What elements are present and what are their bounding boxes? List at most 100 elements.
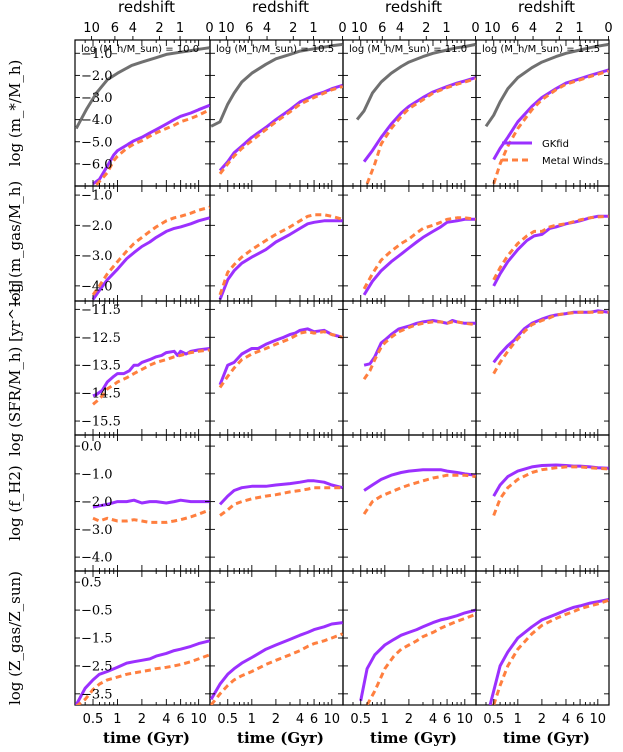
- y-tick-label: −4.0: [81, 113, 113, 128]
- x-tick-label: 4: [296, 712, 304, 727]
- series-gkfid-r0-c2: [362, 76, 476, 163]
- y-tick-label: −2.0: [81, 495, 113, 510]
- y-tick-label: −1.0: [81, 47, 113, 62]
- panel-frame-r4-c1: [209, 570, 344, 706]
- series-metal-winds-r3-c3: [492, 465, 609, 517]
- x-axis-label: time (Gyr): [503, 729, 590, 747]
- series-gray-r0-c3: [484, 42, 609, 128]
- series-metal-winds-r4-c2: [365, 612, 476, 705]
- series-metal-winds-r3-c0: [92, 508, 210, 524]
- x-tick-label: 2: [272, 712, 280, 727]
- series-gray-r0-c1: [210, 42, 343, 128]
- x-tick-label: 4: [429, 712, 437, 727]
- x-tick-label: 1: [514, 712, 522, 727]
- redshift-tick-label: 10: [484, 21, 501, 36]
- y-tick-label: −1.0: [81, 189, 113, 204]
- series-gray-r0-c2: [355, 42, 476, 121]
- y-tick-label: −2.0: [81, 69, 113, 84]
- series-metal-winds-r1-c1: [218, 213, 343, 296]
- y-tick-label: 0.5: [81, 576, 102, 591]
- series-metal-winds-r0-c0: [95, 108, 210, 186]
- panel-halo-mass-label: log (M_h/M_sun) = 11.5: [482, 44, 600, 55]
- series-lines: [75, 42, 609, 705]
- redshift-tick-label: 10: [218, 21, 235, 36]
- x-tick-label: 1: [381, 712, 389, 727]
- redshift-tick-label: 2: [555, 21, 563, 36]
- redshift-tick-label: 10: [351, 21, 368, 36]
- legend-label-metal-winds: Metal Winds: [542, 156, 603, 167]
- x-tick-label: 6: [176, 712, 184, 727]
- series-metal-winds-r3-c2: [362, 473, 476, 515]
- series-gkfid-r4-c0: [75, 639, 210, 705]
- x-tick-label: 2: [138, 712, 146, 727]
- axis-ticks: [75, 36, 609, 705]
- series-gkfid-r0-c1: [218, 83, 343, 172]
- y-tick-label: −4.0: [81, 279, 113, 294]
- y-tick-label: −5.0: [81, 135, 113, 150]
- series-gkfid-r2-c0: [92, 347, 210, 398]
- y-tick-label: −1.5: [81, 632, 113, 647]
- y-tick-label: −15.5: [81, 415, 121, 430]
- y-axis-label: log (f_H2): [6, 465, 24, 541]
- y-tick-label: −2.0: [81, 219, 113, 234]
- redshift-axis-label: redshift: [385, 0, 442, 16]
- y-axis-label: log (m_gas/M_h): [6, 181, 24, 306]
- series-metal-winds-r2-c2: [362, 320, 476, 381]
- series-metal-winds-r0-c3: [492, 69, 609, 185]
- x-tick-label: 6: [576, 712, 584, 727]
- redshift-tick-label: 1: [309, 21, 317, 36]
- panel-halo-mass-label: log (M_h/M_sun) = 10.0: [81, 44, 199, 55]
- x-axis-label: time (Gyr): [370, 729, 457, 747]
- series-metal-winds-r2-c0: [92, 348, 210, 406]
- series-gkfid-r1-c0: [91, 216, 210, 301]
- redshift-tick-label: 4: [129, 21, 137, 36]
- x-tick-label: 6: [310, 712, 318, 727]
- panel-frames: [74, 39, 610, 706]
- redshift-tick-label: 0: [338, 21, 346, 36]
- x-tick-label: 0.5: [483, 712, 504, 727]
- panel-frame-r3-c2: [342, 434, 477, 572]
- redshift-tick-label: 6: [245, 21, 253, 36]
- panel-halo-mass-label: log (M_h/M_sun) = 11.0: [349, 44, 467, 55]
- redshift-tick-label: 0: [205, 21, 213, 36]
- redshift-tick-label: 4: [396, 21, 404, 36]
- series-metal-winds-r2-c3: [492, 310, 609, 375]
- panel-frame-r1-c2: [342, 185, 477, 302]
- redshift-axis-label: redshift: [518, 0, 575, 16]
- redshift-tick-label: 10: [83, 21, 100, 36]
- x-tick-label: 10: [457, 712, 474, 727]
- x-axis-label: time (Gyr): [237, 729, 324, 747]
- x-tick-label: 4: [562, 712, 570, 727]
- x-tick-label: 1: [248, 712, 256, 727]
- series-metal-winds-r2-c1: [218, 330, 343, 389]
- y-tick-label: −14.5: [81, 387, 121, 402]
- y-tick-label: −6.0: [81, 157, 113, 172]
- panel-frame-r3-c1: [209, 434, 344, 572]
- redshift-tick-label: 1: [575, 21, 583, 36]
- series-metal-winds-r0-c1: [218, 85, 343, 175]
- series-gkfid-r1-c1: [218, 219, 343, 301]
- redshift-tick-label: 2: [155, 21, 163, 36]
- series-gkfid-r2-c1: [218, 327, 343, 386]
- y-tick-label: −13.5: [81, 359, 121, 374]
- redshift-tick-label: 4: [529, 21, 537, 36]
- x-tick-label: 10: [190, 712, 207, 727]
- y-tick-label: −4.0: [81, 551, 113, 566]
- x-tick-label: 4: [162, 712, 170, 727]
- series-gkfid-r3-c2: [363, 468, 476, 492]
- y-tick-label: −11.5: [81, 303, 121, 318]
- x-tick-label: 10: [324, 712, 341, 727]
- redshift-tick-label: 2: [422, 21, 430, 36]
- x-tick-label: 2: [538, 712, 546, 727]
- series-metal-winds-r3-c1: [219, 486, 343, 517]
- redshift-tick-label: 2: [289, 21, 297, 36]
- y-tick-label: 0.0: [81, 440, 102, 455]
- y-axis-label: log (SFR/M_h) [yr^−1]: [6, 280, 24, 456]
- y-axis-label: log (Z_gas/Z_sun): [6, 571, 24, 705]
- series-gkfid-r4-c3: [488, 598, 609, 705]
- redshift-axis-label: redshift: [118, 0, 175, 16]
- x-tick-label: 0.5: [217, 712, 238, 727]
- redshift-tick-label: 0: [604, 21, 612, 36]
- y-tick-label: −12.5: [81, 331, 121, 346]
